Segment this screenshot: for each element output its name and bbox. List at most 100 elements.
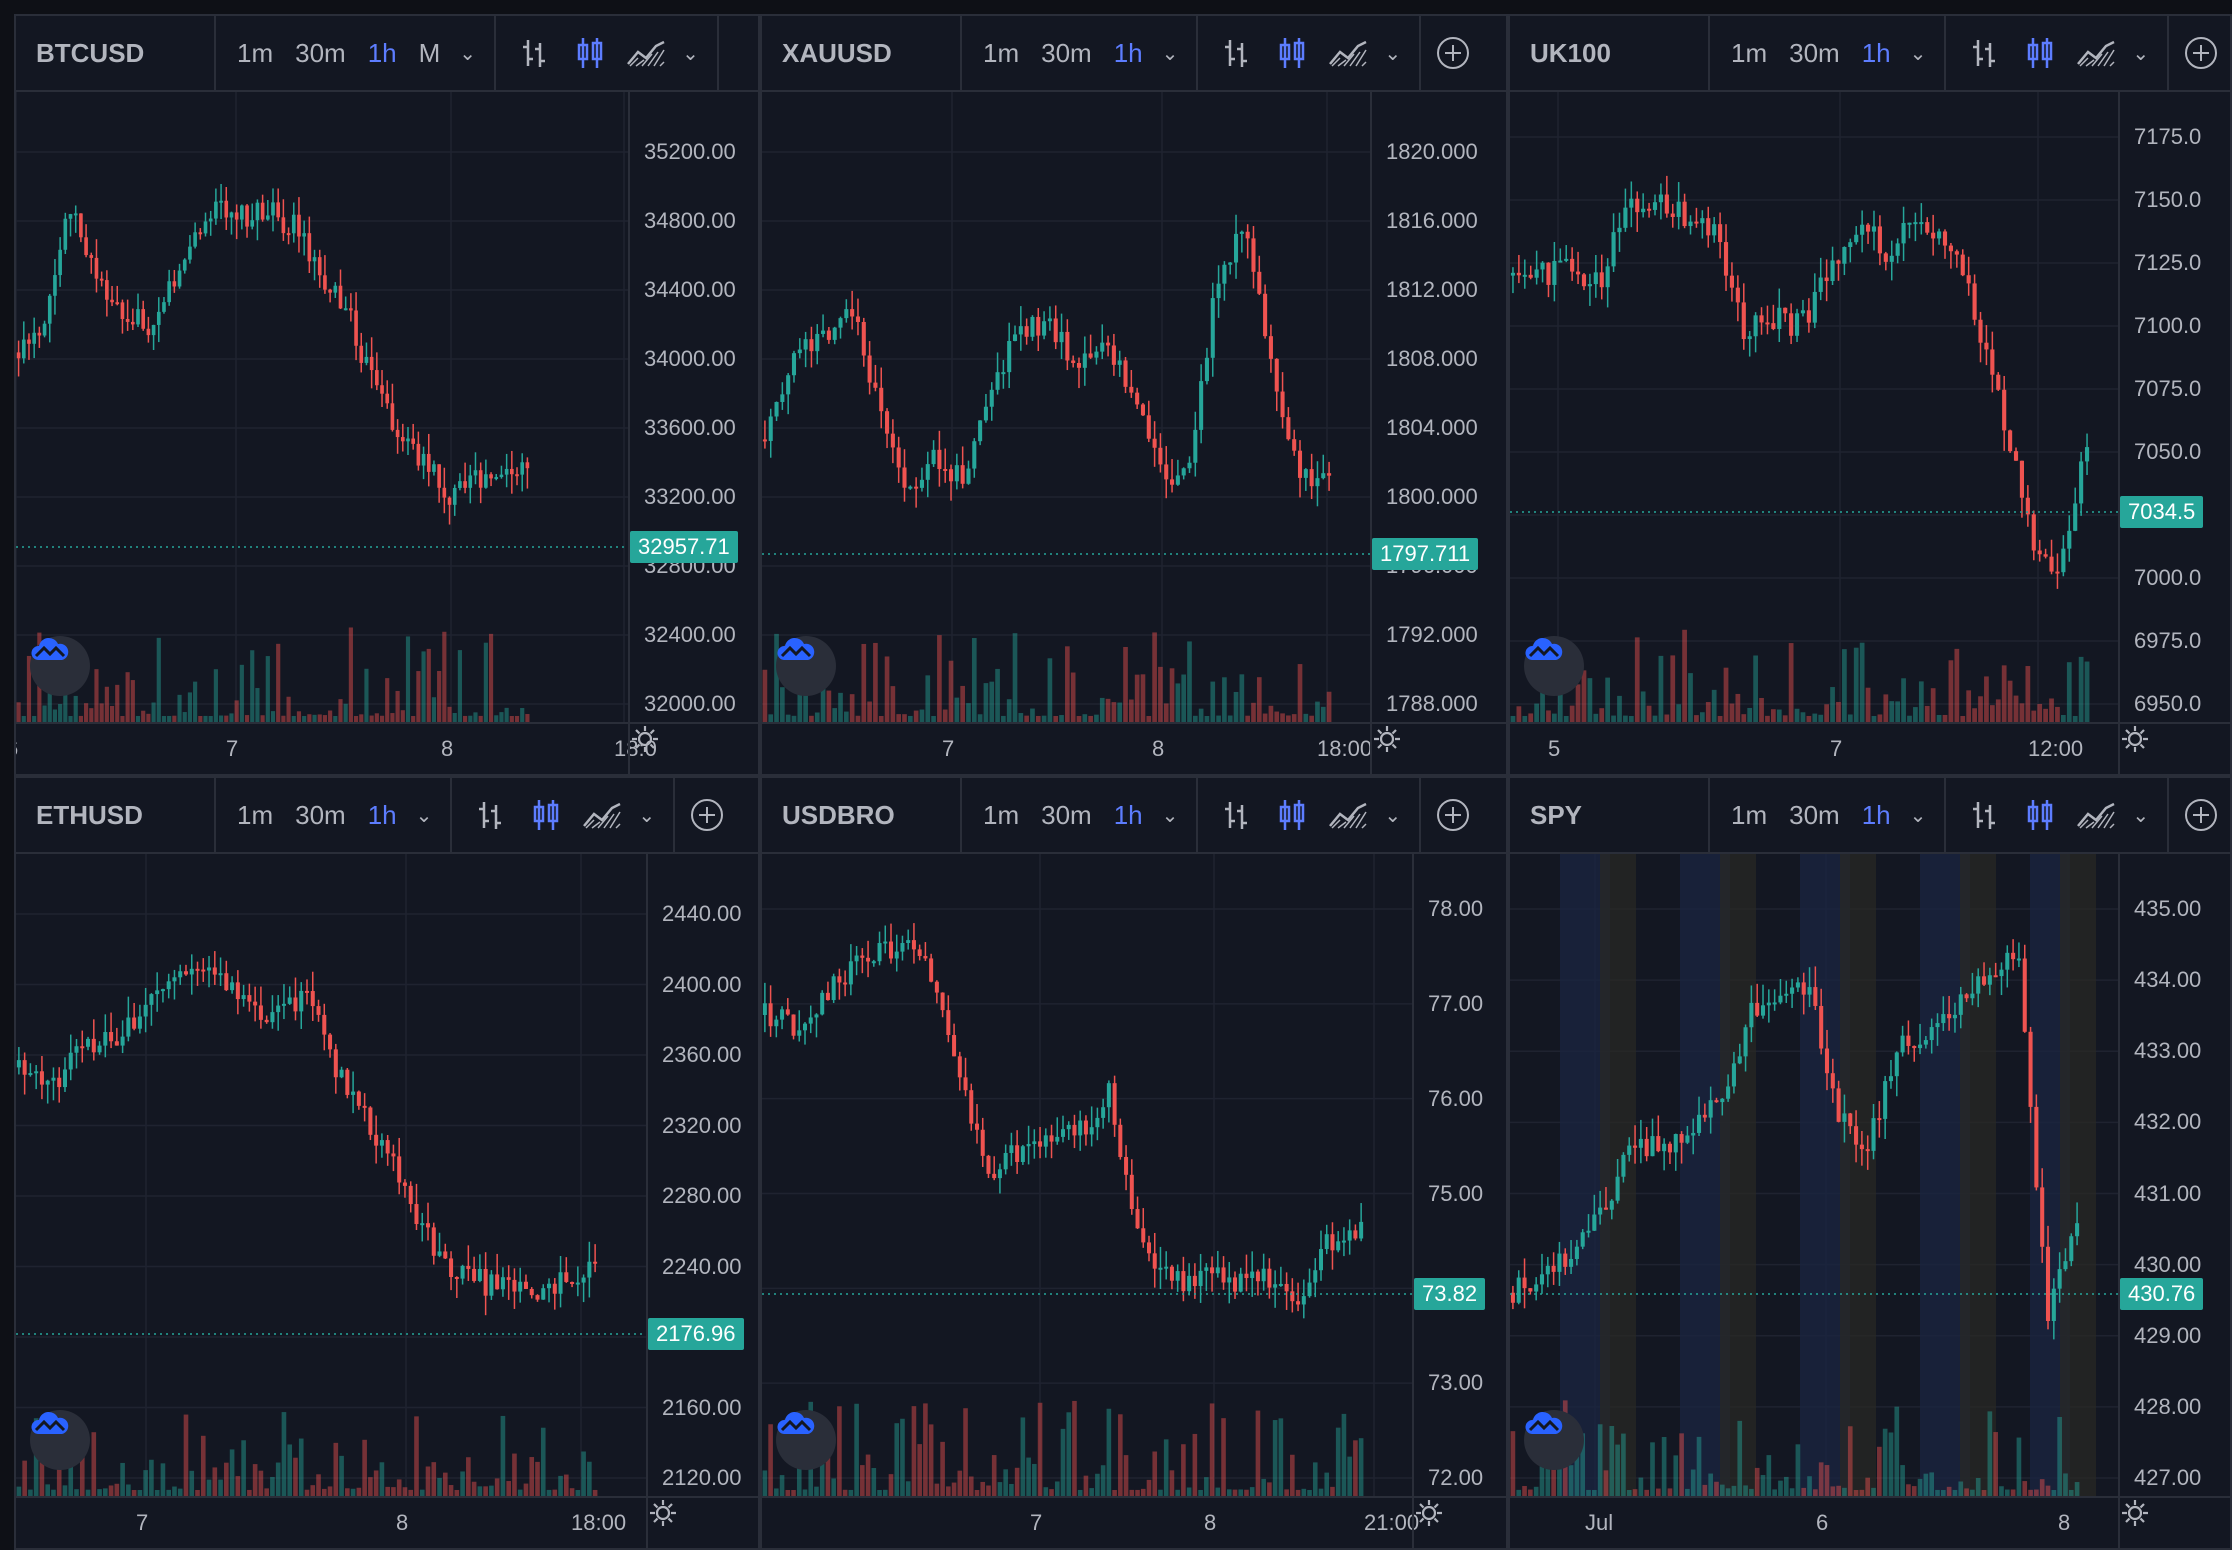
chart-plot[interactable] [16,92,630,724]
interval-1m-button[interactable]: 1m [237,799,274,830]
time-axis[interactable]: 6 7 8 18:0 [16,722,657,774]
chart-canvas[interactable]: 1820.000 1816.000 1812.000 1808.000 1804.000… [762,92,1506,774]
symbol-search-button[interactable]: ETHUSD [16,778,216,852]
add-compare-icon[interactable] [2169,16,2230,90]
symbol-search-button[interactable]: UK100 [1510,16,1710,90]
tradingview-logo-icon[interactable] [30,1410,90,1470]
time-axis[interactable]: 5 7 12:00 [1510,722,2120,774]
time-axis[interactable]: 7 8 21:00 [762,1496,1419,1548]
add-compare-icon[interactable] [675,778,739,852]
tradingview-logo-icon[interactable] [776,1410,836,1470]
area-style-icon[interactable] [626,33,666,73]
symbol-search-button[interactable]: USDBRO [762,778,962,852]
time-axis[interactable]: Jul 6 8 [1510,1496,2120,1548]
bars-style-icon[interactable] [514,33,554,73]
interval-30m-button[interactable]: 30m [1789,799,1840,830]
symbol-search-button[interactable]: SPY [1510,778,1710,852]
candles-style-icon[interactable] [526,795,566,835]
chevron-down-icon[interactable]: ⌄ [1909,42,1927,65]
interval-1m-button[interactable]: 1m [983,799,1020,830]
chart-panel-uk100[interactable]: UK100 1m 30m 1h ⌄ ⌄ 7175.0 7150.0 7125.0 7100.0 70… [1508,14,2232,776]
chart-canvas[interactable]: 35200.00 34800.00 34400.00 34000.00 33600.00… [16,92,758,774]
chart-panel-ethusd[interactable]: ETHUSD 1m 30m 1h ⌄ ⌄ 2440.00 2400.00 2360.00 2320… [14,776,760,1550]
area-style-icon[interactable] [1328,33,1368,73]
add-compare-icon[interactable] [2169,778,2230,852]
interval-1h-button[interactable]: 1h [1113,799,1143,830]
chart-panel-usdbro[interactable]: USDBRO 1m 30m 1h ⌄ ⌄ 78.0077.0076.0075.0074.00… [760,776,1508,1550]
bars-style-icon[interactable] [1216,33,1256,73]
chart-plot[interactable] [1510,854,2120,1498]
area-style-icon[interactable] [2076,33,2116,73]
settings-gear-icon[interactable] [628,722,758,774]
price-axis[interactable]: 2440.00 2400.00 2360.00 2320.00 2280.00 2240.… [646,854,758,1498]
chart-panel-xauusd[interactable]: XAUUSD 1m 30m 1h ⌄ ⌄ 1820.000 1816.000 1812.000 1… [760,14,1508,776]
price-axis[interactable]: 35200.00 34800.00 34400.00 34000.00 33600.00… [628,92,758,724]
area-style-icon[interactable] [1328,795,1368,835]
chart-panel-spy[interactable]: SPY 1m 30m 1h ⌄ ⌄ 435.00 434.00 433.00 432.00 431.… [1508,776,2232,1550]
add-compare-icon[interactable] [1421,778,1485,852]
symbol-search-button[interactable]: BTCUSD [16,16,216,90]
chevron-down-icon[interactable]: ⌄ [1384,804,1402,827]
price-axis[interactable]: 7175.07150.07125.07100.07075.07050.07025… [2118,92,2230,724]
chevron-down-icon[interactable]: ⌄ [2132,42,2150,65]
chart-canvas[interactable]: 78.0077.0076.0075.0074.0073.0072.0073.82… [762,854,1506,1548]
settings-gear-icon[interactable] [646,1496,758,1548]
chart-canvas[interactable]: 435.00 434.00 433.00 432.00 431.00 430.00 429.… [1510,854,2230,1548]
interval-1h-button[interactable]: 1h [367,799,397,830]
chevron-down-icon[interactable]: ⌄ [638,804,656,827]
chevron-down-icon[interactable]: ⌄ [415,804,433,827]
chevron-down-icon[interactable]: ⌄ [682,42,699,65]
interval-1h-button[interactable]: 1h [1861,799,1891,830]
chart-canvas[interactable]: 2440.00 2400.00 2360.00 2320.00 2280.00 2240.… [16,854,758,1548]
candles-style-icon[interactable] [1272,795,1312,835]
symbol-search-button[interactable]: XAUUSD [762,16,962,90]
chart-panel-btcusd[interactable]: BTCUSD 1m 30m 1h M ⌄ ⌄ 35200.00 34800.00 34400.00… [14,14,760,776]
interval-1m-button[interactable]: 1m [1731,37,1768,68]
chevron-down-icon[interactable]: ⌄ [1161,804,1179,827]
bars-style-icon[interactable] [1964,795,2004,835]
interval-1m-button[interactable]: 1m [983,37,1020,68]
area-style-icon[interactable] [582,795,622,835]
settings-gear-icon[interactable] [2118,722,2230,774]
interval-1h-button[interactable]: 1h [367,37,397,68]
area-style-icon[interactable] [2076,795,2116,835]
interval-30m-button[interactable]: 30m [1789,37,1840,68]
interval-30m-button[interactable]: 30m [1041,799,1092,830]
chevron-down-icon[interactable]: ⌄ [2132,804,2150,827]
add-compare-icon[interactable] [1421,16,1485,90]
interval-1h-button[interactable]: 1h [1113,37,1143,68]
interval-30m-button[interactable]: 30m [1041,37,1092,68]
candles-style-icon[interactable] [570,33,610,73]
chart-plot[interactable] [1510,92,2120,724]
bars-style-icon[interactable] [1964,33,2004,73]
tradingview-logo-icon[interactable] [1524,636,1584,696]
candles-style-icon[interactable] [2020,795,2060,835]
interval-30m-button[interactable]: 30m [295,799,346,830]
interval-1m-button[interactable]: 1m [1731,799,1768,830]
chevron-down-icon[interactable]: ⌄ [1161,42,1179,65]
interval-m-button[interactable]: M [418,37,441,68]
bars-style-icon[interactable] [470,795,510,835]
chevron-down-icon[interactable]: ⌄ [459,42,477,65]
candles-style-icon[interactable] [1272,33,1312,73]
interval-30m-button[interactable]: 30m [295,37,346,68]
settings-gear-icon[interactable] [1370,722,1506,774]
chart-plot[interactable] [762,92,1372,724]
time-axis[interactable]: 7 8 18:00 [16,1496,648,1548]
chart-canvas[interactable]: 7175.07150.07125.07100.07075.07050.07025… [1510,92,2230,774]
settings-gear-icon[interactable] [2118,1496,2230,1548]
chart-plot[interactable] [762,854,1414,1498]
price-axis[interactable]: 435.00 434.00 433.00 432.00 431.00 430.00 429.… [2118,854,2230,1498]
candles-style-icon[interactable] [2020,33,2060,73]
chevron-down-icon[interactable]: ⌄ [1384,42,1402,65]
bars-style-icon[interactable] [1216,795,1256,835]
time-axis[interactable]: 7 8 18:00 [762,722,1372,774]
chart-plot[interactable] [16,854,648,1498]
tradingview-logo-icon[interactable] [1524,1410,1584,1470]
interval-1h-button[interactable]: 1h [1861,37,1891,68]
tradingview-logo-icon[interactable] [776,636,836,696]
price-axis[interactable]: 1820.000 1816.000 1812.000 1808.000 1804.000… [1370,92,1506,724]
chevron-down-icon[interactable]: ⌄ [1909,804,1927,827]
interval-1m-button[interactable]: 1m [237,37,274,68]
